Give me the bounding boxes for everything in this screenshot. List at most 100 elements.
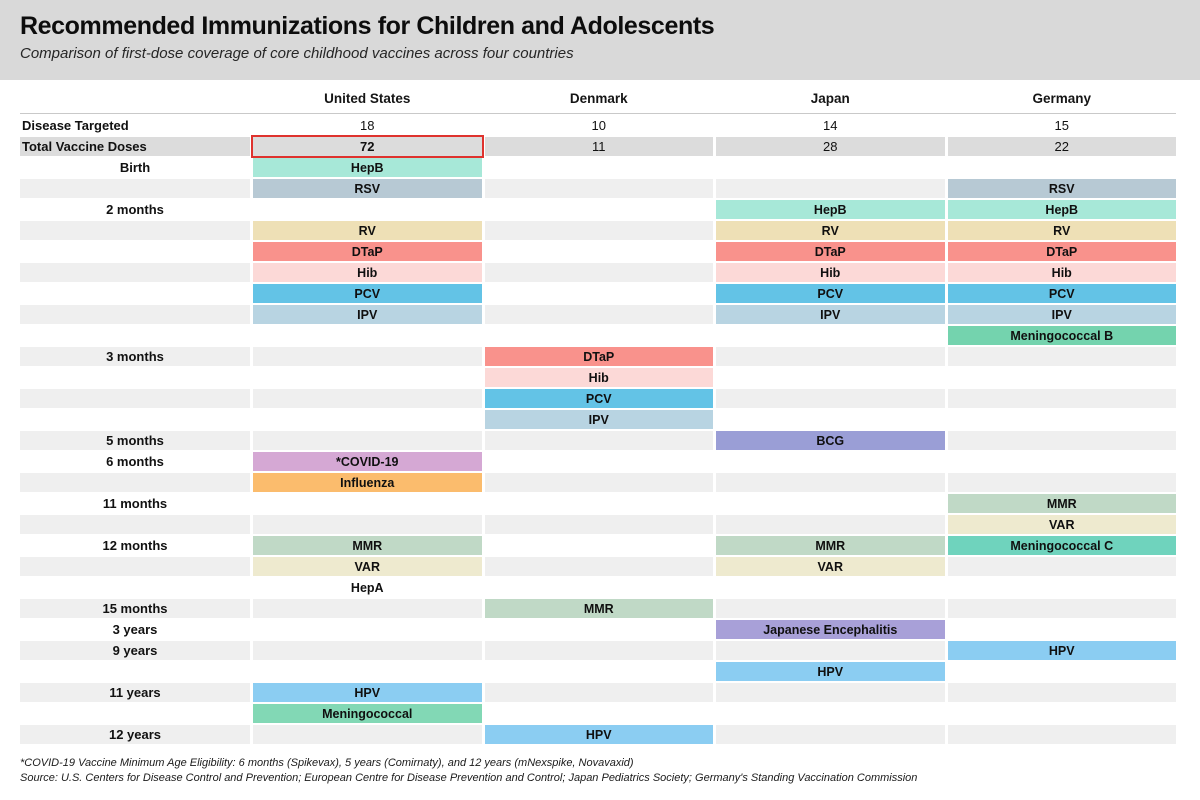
empty-cell [948,368,1177,387]
metric-value: 15 [1054,118,1069,133]
empty-cell [947,473,1176,492]
vaccine-cell: MMR [947,494,1176,513]
table-row: 3 years Japanese Encephalitis [20,620,1176,639]
vaccine-cell: Meningococcal B [947,326,1176,345]
vaccine-pill: HPV [484,725,713,744]
empty-cell [485,662,714,681]
vaccine-pill: IPV [484,410,713,429]
age-label: Birth [119,160,151,175]
vaccine-pill: MMR [484,599,713,618]
age-label [20,242,250,261]
age-label: 11 months [102,496,168,511]
age-label: 3 months [20,347,250,366]
table-row: VAR [20,515,1176,534]
vaccine-pill: MMR [253,536,482,555]
vaccine-pill: Hib [716,263,945,282]
footnote-covid: *COVID-19 Vaccine Minimum Age Eligibilit… [20,757,634,769]
empty-cell [484,557,713,576]
vaccine-cell: IPV [716,305,945,324]
vaccine-cell: RV [947,221,1176,240]
table-row: RV RV RV [20,221,1176,240]
empty-cell [485,326,714,345]
vaccine-pill: DTaP [484,347,713,366]
metric-label: Disease Targeted [22,118,129,133]
vaccine-pill: RSV [947,179,1176,198]
vaccine-pill: RSV [253,179,482,198]
age-label [20,284,250,303]
table-row: IPV IPV IPV [20,305,1176,324]
age-label: 3 years [112,622,158,637]
empty-cell [716,599,945,618]
empty-cell [484,431,713,450]
age-label: 12 months [102,538,168,553]
table-row: 12 years HPV [20,725,1176,744]
empty-cell [485,284,714,303]
vaccine-cell: RSV [253,179,482,198]
metric-value: 28 [716,137,945,156]
age-label [20,389,250,408]
empty-cell [253,368,482,387]
vaccine-cell: HPV [716,662,945,681]
age-label [20,578,250,597]
age-label [20,410,250,429]
empty-cell [253,725,482,744]
table-row: Influenza [20,473,1176,492]
table-row: 9 years HPV [20,641,1176,660]
vaccine-pill: Japanese Encephalitis [716,620,945,639]
vaccine-pill: IPV [716,305,945,324]
table-row: 5 months BCG [20,431,1176,450]
empty-cell [716,515,945,534]
empty-cell [716,410,945,429]
empty-cell [253,662,482,681]
empty-cell [253,389,482,408]
vaccine-cell: IPV [947,305,1176,324]
empty-cell [947,431,1176,450]
metric-value: 14 [823,118,838,133]
vaccine-pill: RV [716,221,945,240]
page-title: Recommended Immunizations for Children a… [20,12,715,40]
empty-cell [253,200,482,219]
age-label: 2 months [106,202,164,217]
table-row: HepA [20,578,1176,597]
empty-cell [948,452,1177,471]
vaccine-cell: RV [716,221,945,240]
column-header: Japan [810,91,850,106]
empty-cell [253,620,482,639]
vaccine-pill: PCV [947,284,1176,303]
total-doses-highlight: 72 [251,135,484,158]
vaccine-pill: IPV [947,305,1176,324]
vaccine-cell: RSV [947,179,1176,198]
age-label: 11 years [20,683,250,702]
empty-cell [948,410,1177,429]
vaccine-cell: HepB [947,200,1176,219]
row-label-spacer [20,88,250,109]
empty-cell [948,578,1177,597]
vaccine-pill: PCV [716,284,945,303]
vaccine-cell: Meningococcal C [947,536,1176,555]
vaccine-pill: Hib [253,263,482,282]
vaccine-pill: RV [253,221,482,240]
vaccine-cell: Hib [716,263,945,282]
age-label [20,368,250,387]
age-label [20,305,250,324]
empty-cell [484,263,713,282]
empty-cell [716,704,945,723]
metric-value: 18 [360,118,375,133]
empty-cell [253,599,482,618]
vaccine-pill: DTaP [947,242,1176,261]
empty-cell [485,704,714,723]
vaccine-cell: MMR [716,536,945,555]
empty-cell [253,641,482,660]
column-header: Denmark [569,91,628,106]
vaccine-pill: PCV [253,284,482,303]
table-row: 11 months MMR [20,494,1176,513]
table-row: Birth HepB [20,158,1176,177]
footnotes: *COVID-19 Vaccine Minimum Age Eligibilit… [20,756,917,786]
age-label [20,704,250,723]
empty-cell [485,158,714,177]
empty-cell [947,389,1176,408]
empty-cell [484,641,713,660]
table-row: HPV [20,662,1176,681]
vaccine-cell: DTaP [253,242,482,261]
empty-cell [484,515,713,534]
